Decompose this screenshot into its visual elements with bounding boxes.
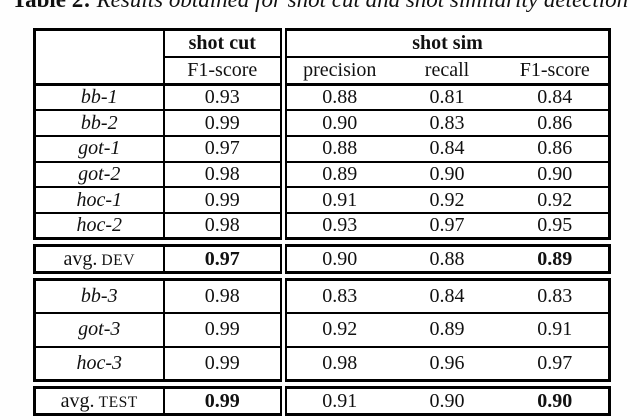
cell-cut-f1: 0.99	[162, 109, 284, 137]
header-sim-f1: F1-score	[501, 56, 610, 85]
row-label: avg. TEST	[35, 388, 164, 415]
row-label: got-2	[34, 160, 164, 188]
row-label: hoc-1	[34, 186, 164, 213]
table-row: hoc-2 0.98 0.93 0.97 0.95	[34, 211, 610, 239]
table-row: bb-1 0.93 0.88 0.81 0.84	[34, 83, 610, 111]
cell-cut-f1: 0.98	[162, 279, 284, 314]
cell-sim-precision: 0.89	[280, 160, 393, 188]
row-label: got-1	[34, 135, 164, 162]
table-row-avg-dev: avg. DEV 0.97 0.90 0.88 0.89	[35, 245, 610, 273]
cell-sim-recall: 0.92	[392, 186, 502, 213]
results-table: shot cut shot sim F1-score precision rec…	[33, 28, 612, 416]
cell-sim-precision: 0.90	[280, 109, 393, 137]
cell-sim-recall: 0.96	[392, 345, 502, 381]
cell-sim-f1: 0.89	[537, 247, 573, 270]
cell-sim-recall: 0.89	[392, 312, 502, 347]
cell-sim-precision: 0.90	[280, 245, 393, 273]
table-section-avg-dev: avg. DEV 0.97 0.90 0.88 0.89	[33, 244, 611, 274]
cell-cut-f1: 0.98	[162, 211, 284, 239]
row-label: avg. DEV	[35, 246, 164, 273]
cell-sim-precision: 0.98	[280, 345, 393, 381]
header-cut-f1: F1-score	[162, 56, 284, 85]
avg-label-name: TEST	[98, 393, 138, 411]
table-row: bb-3 0.98 0.83 0.84 0.83	[35, 279, 610, 314]
table-row-avg-test: avg. TEST 0.99 0.91 0.90 0.90	[35, 387, 610, 415]
cell-sim-precision: 0.91	[280, 387, 393, 415]
cell-sim-precision: 0.93	[280, 211, 393, 239]
cell-sim-f1: 0.92	[501, 186, 610, 213]
cell-cut-f1: 0.97	[162, 135, 284, 162]
row-label: hoc-2	[34, 211, 164, 239]
avg-label-prefix: avg.	[60, 389, 95, 412]
row-label: hoc-3	[34, 345, 164, 381]
table-section-test: bb-3 0.98 0.83 0.84 0.83 got-3 0.99 0.92…	[33, 278, 611, 382]
table-row: hoc-1 0.99 0.91 0.92 0.92	[34, 186, 610, 213]
cell-sim-recall: 0.84	[429, 285, 465, 308]
cell-sim-recall: 0.90	[429, 389, 465, 412]
header-sim-recall: recall	[392, 56, 502, 85]
cell-sim-recall: 0.81	[392, 83, 502, 111]
cell-sim-precision: 0.83	[280, 279, 393, 314]
cell-sim-f1: 0.83	[537, 285, 573, 308]
cell-sim-f1: 0.84	[501, 83, 610, 111]
cell-sim-precision: 0.91	[280, 186, 393, 213]
row-label: bb-2	[34, 109, 164, 137]
corner-cell	[35, 30, 164, 85]
cell-sim-f1: 0.90	[537, 389, 573, 412]
cell-sim-recall: 0.83	[392, 109, 502, 137]
table-caption-number: Table 2:	[12, 0, 91, 12]
row-label: bb-1	[34, 83, 164, 111]
header-shot-cut: shot cut	[162, 29, 284, 58]
cell-sim-recall: 0.88	[429, 247, 465, 270]
table-row: bb-2 0.99 0.90 0.83 0.86	[34, 109, 610, 137]
table-row: got-3 0.99 0.92 0.89 0.91	[34, 312, 610, 347]
cell-sim-f1: 0.91	[501, 312, 610, 347]
cell-cut-f1: 0.99	[162, 387, 284, 415]
cell-sim-precision: 0.88	[280, 135, 393, 162]
table-row: hoc-3 0.99 0.98 0.96 0.97	[34, 345, 610, 381]
row-label: bb-3	[80, 285, 118, 308]
cell-cut-f1: 0.98	[162, 160, 284, 188]
cell-cut-f1: 0.93	[162, 83, 284, 111]
avg-label-prefix: avg.	[63, 247, 98, 270]
row-label: got-3	[34, 312, 164, 347]
cell-cut-f1: 0.99	[162, 345, 284, 381]
header-shot-sim: shot sim	[279, 29, 610, 58]
table-section-dev: shot cut shot sim F1-score precision rec…	[33, 28, 612, 240]
table-row: got-1 0.97 0.88 0.84 0.86	[34, 135, 610, 162]
cell-sim-recall: 0.97	[392, 211, 502, 239]
cell-sim-recall: 0.90	[392, 160, 502, 188]
table-row: got-2 0.98 0.89 0.90 0.90	[34, 160, 610, 188]
table-caption: Table 2: Results obtained for shot cut a…	[0, 0, 640, 12]
cell-sim-precision: 0.88	[280, 83, 393, 111]
table-caption-text: Results obtained for shot cut and shot s…	[97, 0, 629, 12]
cell-sim-f1: 0.95	[501, 211, 610, 239]
table-subheader-row: F1-score precision recall F1-score	[35, 56, 610, 85]
cell-sim-f1: 0.86	[501, 109, 610, 137]
cell-sim-f1: 0.97	[501, 345, 610, 381]
cell-cut-f1: 0.99	[162, 186, 284, 213]
table-section-avg-test: avg. TEST 0.99 0.91 0.90 0.90	[33, 386, 611, 416]
cell-sim-recall: 0.84	[392, 135, 502, 162]
cell-cut-f1: 0.99	[162, 312, 284, 347]
header-sim-precision: precision	[280, 56, 393, 85]
cell-sim-precision: 0.92	[280, 312, 393, 347]
cell-cut-f1: 0.97	[162, 245, 284, 273]
avg-label-name: DEV	[101, 251, 135, 269]
cell-sim-f1: 0.86	[501, 135, 610, 162]
cell-sim-f1: 0.90	[501, 160, 610, 188]
table-group-header-row: shot cut shot sim	[35, 29, 610, 58]
